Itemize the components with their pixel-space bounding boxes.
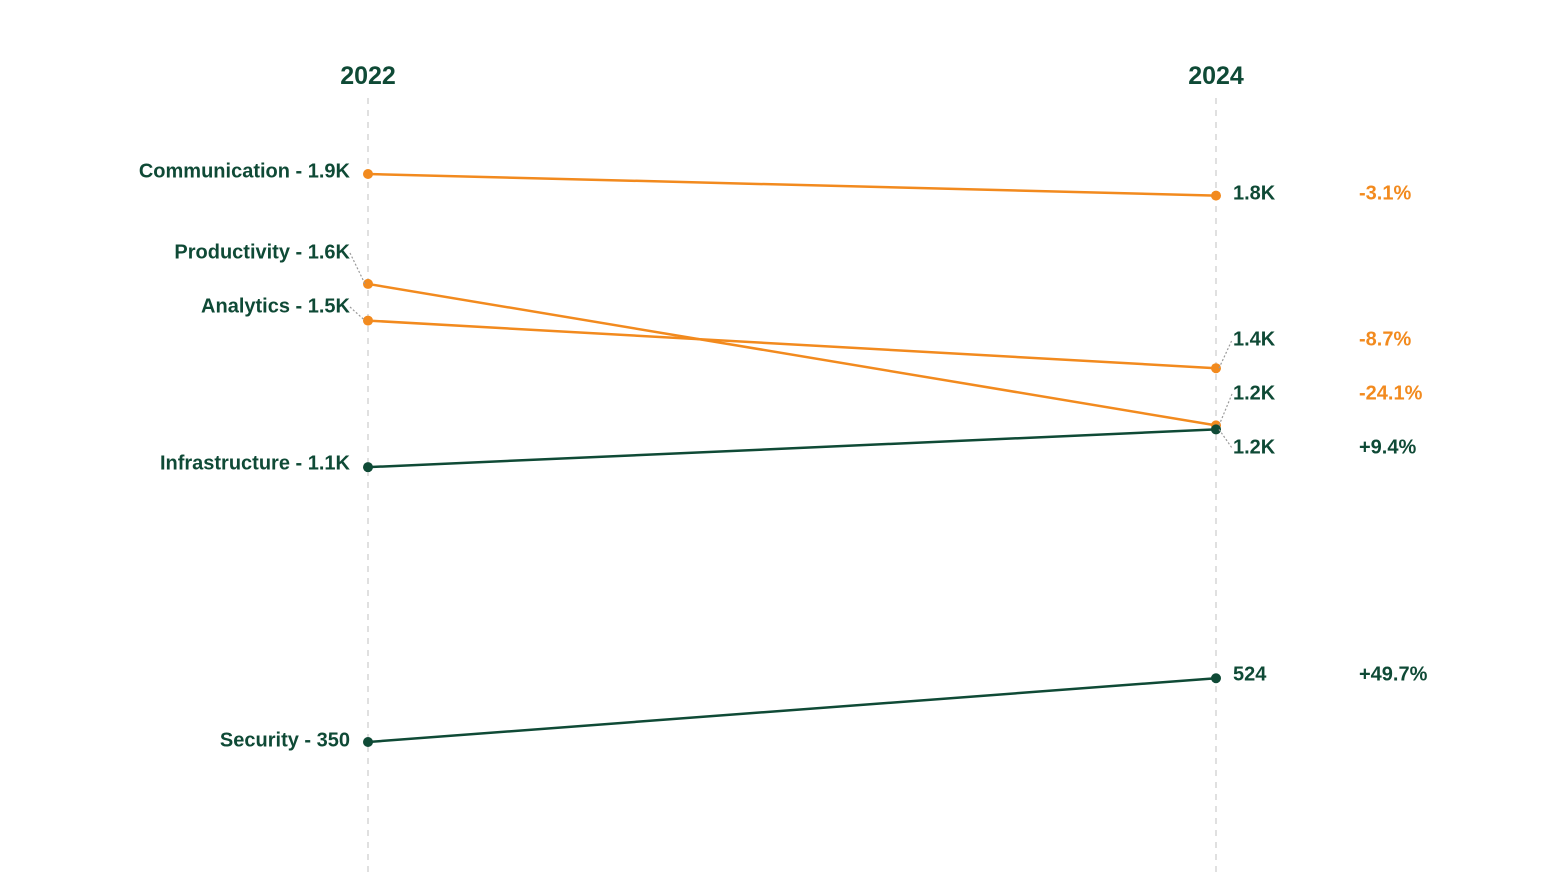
end-point-communication — [1211, 190, 1221, 201]
start-label-security: Security - 350 — [220, 729, 350, 751]
end-leader-analytics — [1218, 339, 1233, 369]
end-label-security: 524 — [1233, 663, 1267, 685]
period-label-2022: 2022 — [340, 62, 396, 90]
end-point-security — [1211, 673, 1221, 684]
start-point-security — [363, 737, 373, 747]
end-leader-productivity — [1218, 393, 1233, 426]
end-label-productivity: 1.2K — [1233, 382, 1276, 404]
series-line-analytics — [367, 319, 1217, 370]
start-point-infrastructure — [363, 462, 373, 473]
series-line-productivity — [367, 282, 1217, 427]
start-leader-analytics — [349, 306, 366, 322]
start-point-analytics — [363, 315, 373, 326]
end-leader-infrastructure — [1218, 429, 1233, 449]
start-label-analytics: Analytics - 1.5K — [201, 295, 351, 317]
series-line-security — [367, 676, 1217, 744]
series-line-infrastructure — [367, 428, 1217, 469]
start-label-infrastructure: Infrastructure - 1.1K — [160, 452, 351, 474]
change-label-productivity: -24.1% — [1359, 382, 1423, 404]
series-line-communication — [367, 172, 1217, 197]
change-label-communication: -3.1% — [1359, 182, 1411, 204]
start-leader-productivity — [349, 252, 366, 285]
end-label-analytics: 1.4K — [1233, 328, 1276, 350]
change-label-security: +49.7% — [1359, 663, 1428, 685]
end-label-infrastructure: 1.2K — [1233, 436, 1276, 458]
change-label-analytics: -8.7% — [1359, 328, 1411, 350]
start-label-communication: Communication - 1.9K — [139, 160, 351, 182]
start-label-productivity: Productivity - 1.6K — [174, 241, 350, 263]
start-point-productivity — [363, 278, 373, 289]
change-label-infrastructure: +9.4% — [1359, 436, 1416, 458]
start-point-communication — [363, 169, 373, 179]
end-label-communication: 1.8K — [1233, 182, 1276, 204]
end-point-analytics — [1211, 363, 1221, 374]
end-point-infrastructure — [1211, 424, 1221, 435]
period-label-2024: 2024 — [1188, 62, 1244, 90]
